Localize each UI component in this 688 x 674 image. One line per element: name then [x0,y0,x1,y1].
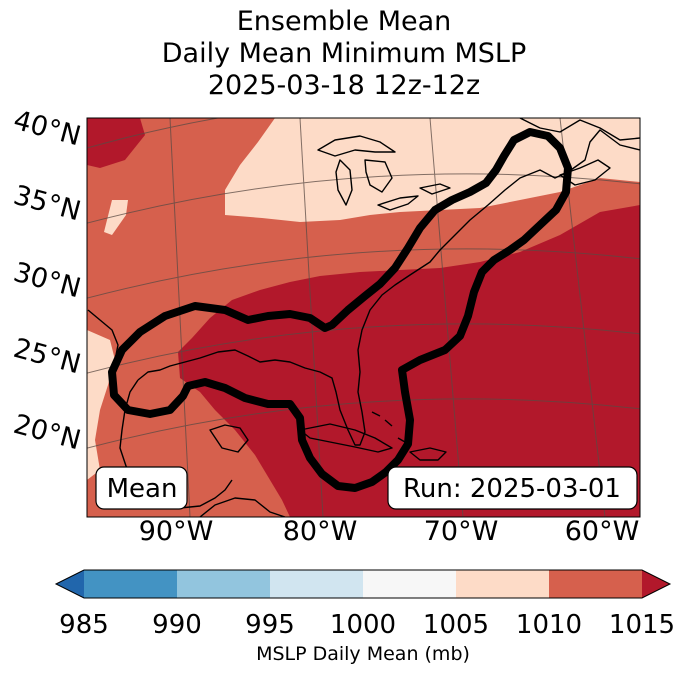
title-line-3: 2025-03-18 12z-12z [207,70,481,101]
canada-maritimes [519,118,640,141]
mean-badge-text: Mean [107,474,178,504]
lake-michigan [335,159,353,206]
yucatan [209,424,249,453]
lake-ontario [419,183,451,195]
lon-label-80: 80°W [283,516,358,547]
lat-label-35: 35°N [10,180,84,228]
colorbar: 985 990 995 1000 1005 1010 1015 MSLP Dai… [54,569,675,665]
colorbar-bin-990-995 [177,570,270,598]
lat-label-25: 25°N [10,333,84,381]
mslp-contour [108,128,572,492]
colorbar-tick-1010: 1010 [516,610,582,640]
field-over-1015-north [87,118,145,168]
lon-label-60: 60°W [565,516,640,547]
central-america [199,497,286,517]
mean-badge: Mean [95,466,188,510]
lake-erie [377,195,419,211]
map-area [87,118,640,517]
colorbar-tick-1000: 1000 [330,610,396,640]
colorbar-bin-1010-1015 [549,570,642,598]
colorbar-tick-985: 985 [59,610,109,640]
title-line-2: Daily Mean Minimum MSLP [161,38,527,69]
colorbar-under-arrow [56,570,84,598]
lat-label-30: 30°N [10,257,84,305]
lon-label-90: 90°W [139,516,214,547]
lat-label-20: 20°N [10,409,84,457]
run-badge: Run: 2025-03-01 [387,466,638,510]
lat-label-40: 40°N [10,105,84,153]
colorbar-title: MSLP Daily Mean (mb) [256,643,470,665]
gridlines [87,118,640,517]
map-frame [86,117,641,518]
colorbar-bin-1005-1010 [456,570,549,598]
cuba [299,423,393,453]
hispaniola [409,447,447,461]
colorbar-bin-1000-1005 [363,570,456,598]
colorbar-tick-990: 990 [152,610,202,640]
lon-label-70: 70°W [424,516,499,547]
colorbar-tick-995: 995 [245,610,295,640]
bahamas [371,411,406,443]
title-line-1: Ensemble Mean [236,6,452,37]
colorbar-tick-1015: 1015 [609,610,675,640]
colorbar-tick-1005: 1005 [423,610,489,640]
colorbar-over-arrow [642,570,670,598]
run-badge-text: Run: 2025-03-01 [403,474,621,504]
field-over-1015 [178,205,640,517]
lake-huron [364,159,393,193]
us-east-coast [137,129,640,446]
lake-superior [317,135,396,157]
nova-scotia [559,159,611,186]
colorbar-outline [54,569,672,599]
colorbar-bin-995-1000 [270,570,363,598]
field-1005-1010-patch [104,200,128,235]
colorbar-bin-985-990 [84,570,177,598]
